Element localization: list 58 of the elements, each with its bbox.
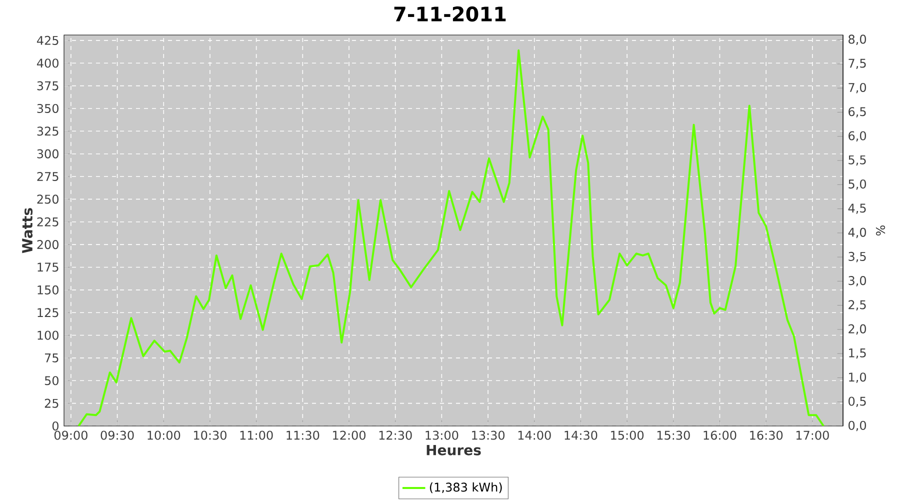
y-tick-label: 400 — [36, 58, 58, 68]
y-tick-label: 25 — [44, 398, 58, 408]
y2-tick-label: 2,5 — [848, 300, 866, 310]
x-tick-label: 12:00 — [333, 430, 366, 440]
y-tick-label: 300 — [37, 149, 58, 158]
y-tick-label: 125 — [38, 308, 58, 318]
y2-tick-label: 5,0 — [848, 179, 866, 190]
y2-tick-label: 6,5 — [848, 107, 866, 118]
x-tick-label: 13:00 — [426, 430, 458, 440]
y2-tick-label: 1,0 — [849, 372, 866, 383]
x-tick-label: 09:00 — [54, 430, 88, 440]
x-tick-label: 16:30 — [750, 430, 783, 440]
x-tick-label: 14:00 — [518, 430, 551, 440]
line-series — [78, 49, 825, 426]
x-axis-title: Heures — [426, 444, 481, 456]
x-tick-label: 11:00 — [240, 430, 273, 440]
y-tick-label: 250 — [37, 194, 58, 204]
x-tick-label: 16:00 — [704, 430, 736, 440]
y-tick-label: 75 — [45, 354, 58, 362]
y-tick-label: 175 — [38, 262, 58, 272]
y-tick-label: 425 — [36, 36, 58, 45]
x-tick-label: 14:30 — [564, 430, 598, 440]
x-tick-label: 11:30 — [286, 430, 320, 440]
y-tick-label: 50 — [44, 376, 58, 386]
x-tick-label: 09:30 — [100, 430, 134, 440]
y2-tick-label: 0,0 — [848, 420, 866, 432]
y-axis-title: Watts — [22, 208, 33, 254]
y2-tick-label: 3,0 — [848, 276, 866, 286]
y2-tick-label: 2,0 — [848, 324, 866, 335]
y2-axis-title: % — [876, 225, 886, 236]
y-tick-label: 325 — [37, 126, 58, 136]
x-tick-label: 13:30 — [472, 430, 505, 440]
y-tick-label: 225 — [37, 217, 58, 226]
y2-tick-label: 4,0 — [848, 228, 866, 238]
legend-label: (1,383 kWh) — [430, 482, 502, 494]
x-tick-label: 10:00 — [148, 430, 180, 440]
y-tick-label: 0 — [52, 421, 58, 431]
x-tick-label: 12:30 — [379, 430, 412, 440]
y2-tick-label: 3,5 — [848, 252, 866, 262]
y2-tick-label: 7,0 — [848, 82, 866, 94]
chart-title: 7-11-2011 — [394, 6, 506, 22]
x-tick-label: 10:30 — [194, 430, 226, 440]
x-tick-label: 17:00 — [796, 430, 829, 440]
y-tick-label: 375 — [37, 81, 58, 90]
y2-tick-label: 5,5 — [848, 155, 866, 166]
y-tick-label: 150 — [38, 285, 58, 294]
y2-tick-label: 4,5 — [848, 204, 866, 214]
y-tick-label: 100 — [38, 330, 58, 340]
y2-tick-label: 8,0 — [848, 34, 866, 45]
x-tick-label: 15:30 — [657, 430, 690, 440]
y2-tick-label: 6,0 — [848, 131, 866, 142]
y-tick-label: 200 — [37, 240, 58, 250]
y2-tick-label: 1,5 — [849, 348, 866, 359]
x-tick-label: 15:00 — [611, 430, 644, 440]
y-tick-label: 275 — [37, 172, 58, 182]
y-tick-label: 350 — [37, 104, 58, 114]
y2-tick-label: 0,5 — [848, 396, 866, 408]
y2-tick-label: 7,5 — [848, 58, 866, 70]
